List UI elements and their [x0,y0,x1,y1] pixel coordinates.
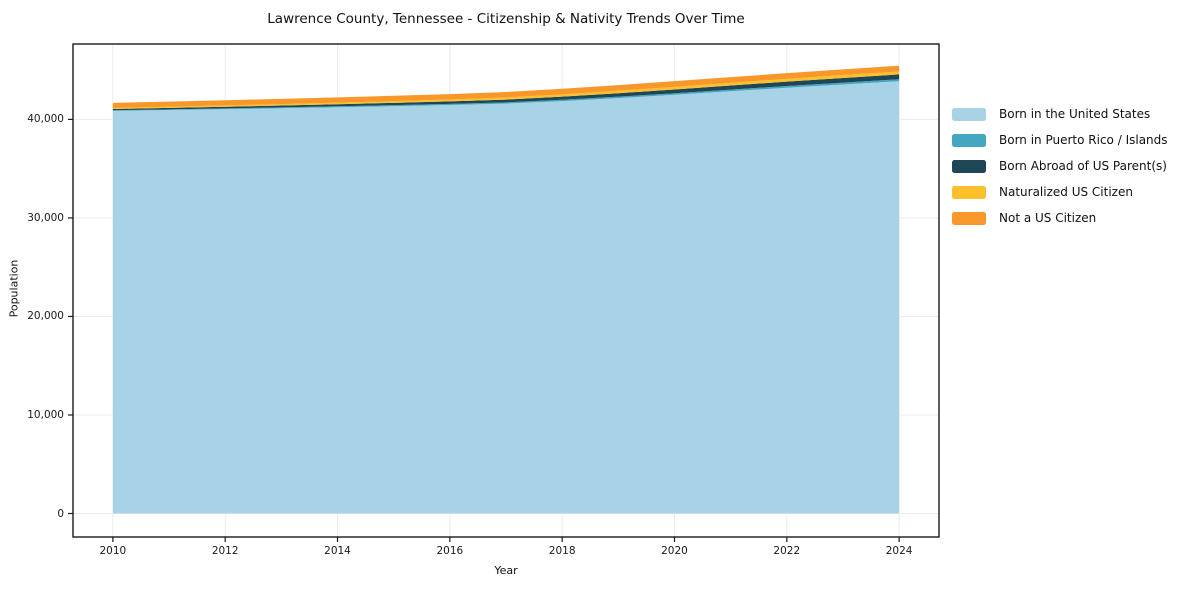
plot-frame [72,43,940,538]
legend: Born in the United States Born in Puerto … [952,101,1168,231]
legend-label: Born in Puerto Rico / Islands [999,133,1168,147]
legend-label: Born in the United States [999,107,1151,121]
x-tick-label: 2024 [885,545,913,557]
legend-item: Naturalized US Citizen [952,179,1168,205]
x-axis-label: Year [494,564,518,577]
x-tick-label: 2014 [324,545,351,557]
legend-swatch [952,133,986,147]
x-tick-label: 2018 [548,545,576,557]
x-tick-label: 2022 [773,545,801,557]
area-series-4 [112,65,900,108]
legend-item: Born in Puerto Rico / Islands [952,127,1168,153]
area-series-0 [112,81,900,514]
x-tick-label: 2020 [661,545,688,557]
x-tick-label: 2010 [99,545,127,557]
legend-item: Born in the United States [952,101,1168,127]
chart-title: Lawrence County, Tennessee - Citizenship… [267,11,745,27]
y-tick-label: 10,000 [27,408,64,421]
legend-swatch [952,107,986,121]
legend-item: Not a US Citizen [952,205,1168,231]
legend-label: Naturalized US Citizen [999,185,1133,199]
legend-item: Born Abroad of US Parent(s) [952,153,1168,179]
x-tick-label: 2012 [211,545,239,557]
legend-swatch [952,185,986,199]
x-tick-label: 2016 [436,545,464,557]
legend-label: Born Abroad of US Parent(s) [999,159,1167,173]
legend-swatch [952,211,986,225]
y-tick-label: 20,000 [27,310,64,323]
y-tick-label: 40,000 [27,113,64,126]
legend-label: Not a US Citizen [999,211,1097,225]
y-tick-label: 0 [57,507,64,520]
y-tick-label: 30,000 [27,211,64,224]
legend-swatch [952,159,986,173]
